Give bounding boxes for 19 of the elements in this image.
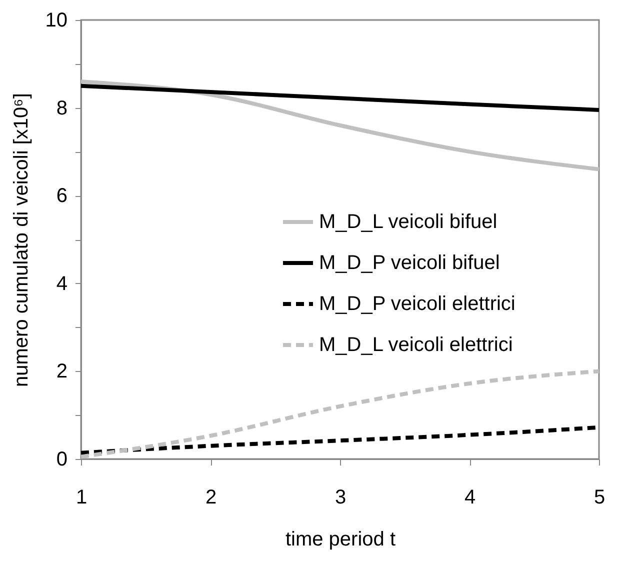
legend-label: M_D_P veicoli elettrici [319,293,516,315]
y-axis-title: numero cumulato di veicoli [x10⁶] [10,93,32,387]
legend-label: M_D_L veicoli bifuel [319,211,498,233]
y-tick-label: 2 [56,360,68,383]
legend-label: M_D_L veicoli elettrici [319,334,513,356]
y-tick-label: 6 [56,185,68,208]
x-axis-title: time period t [285,528,396,550]
y-tick-label: 4 [56,272,68,295]
x-tick-label: 4 [464,486,476,508]
y-tick-label: 10 [45,10,68,32]
x-tick-label: 1 [76,486,88,508]
line-series [79,79,601,172]
legend-label: M_D_P veicoli bifuel [319,252,500,274]
x-tick-label: 5 [594,486,606,508]
x-tick-label: 3 [334,486,346,508]
line-series [79,84,601,112]
y-tick-label: 0 [56,448,68,470]
y-tick-label: 8 [56,97,68,120]
x-tick-label: 2 [205,486,217,508]
